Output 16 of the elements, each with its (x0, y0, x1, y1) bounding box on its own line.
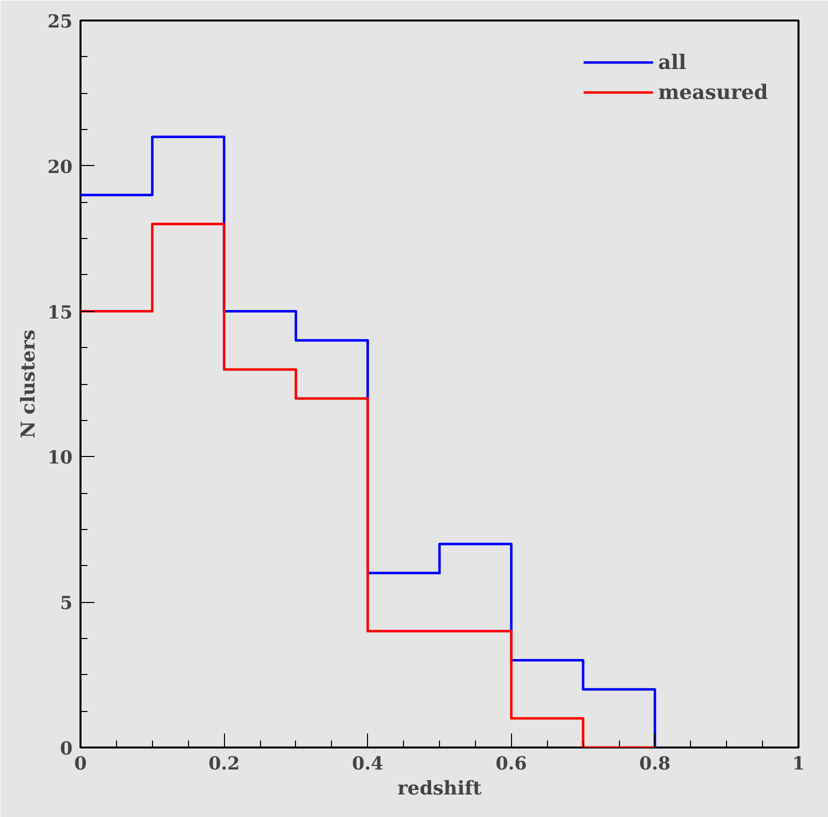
y-tick-label: 20 (47, 156, 73, 178)
x-tick-label: 0.4 (352, 754, 384, 774)
y-tick-label: 5 (60, 593, 73, 614)
y-tick-label: 0 (60, 738, 73, 760)
legend-label: measured (658, 80, 768, 104)
y-axis-title: N clusters (17, 330, 40, 438)
x-tick-label: 0.8 (639, 754, 671, 774)
legend-label: all (658, 50, 686, 74)
y-tick-label: 10 (47, 448, 73, 469)
x-axis-title: redshift (397, 778, 482, 800)
x-tick-label: 1 (792, 754, 805, 774)
x-tick-label: 0 (74, 754, 87, 774)
x-tick-label: 0.2 (208, 754, 240, 774)
y-tick-label: 25 (47, 12, 73, 32)
x-tick-label: 0.6 (496, 754, 527, 774)
y-tick-label: 15 (47, 302, 73, 324)
